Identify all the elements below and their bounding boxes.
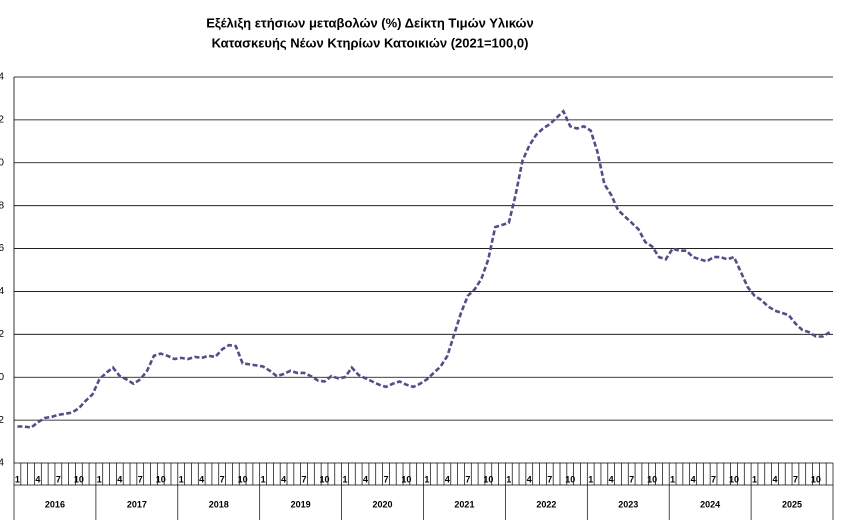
x-tick-label: 7 bbox=[547, 474, 552, 484]
year-label: 2021 bbox=[454, 499, 474, 509]
x-tick-label: 1 bbox=[97, 474, 102, 484]
x-tick-label: 7 bbox=[220, 474, 225, 484]
x-tick-label: 4 bbox=[117, 474, 122, 484]
x-tick-label: 4 bbox=[527, 474, 532, 484]
x-tick-label: 1 bbox=[261, 474, 266, 484]
x-tick-label: 7 bbox=[793, 474, 798, 484]
year-label: 2016 bbox=[45, 499, 65, 509]
year-label: 2024 bbox=[700, 499, 720, 509]
x-tick-label: 4 bbox=[35, 474, 40, 484]
y-tick-label: 2 bbox=[0, 329, 4, 340]
x-tick-label: 7 bbox=[383, 474, 388, 484]
y-tick-label: 6 bbox=[0, 243, 4, 254]
year-label: 2022 bbox=[536, 499, 556, 509]
x-tick-label: 7 bbox=[629, 474, 634, 484]
x-tick-label: 4 bbox=[772, 474, 777, 484]
x-tick-label: 1 bbox=[670, 474, 675, 484]
year-label: 2023 bbox=[618, 499, 638, 509]
y-tick-label: -4 bbox=[0, 458, 4, 469]
x-tick-label: 7 bbox=[711, 474, 716, 484]
x-tick-label: 4 bbox=[199, 474, 204, 484]
year-label: 2019 bbox=[291, 499, 311, 509]
chart-title: Κατασκευής Νέων Κτηρίων Κατοικιών (2021=… bbox=[212, 35, 529, 50]
x-tick-label: 10 bbox=[483, 474, 493, 484]
x-tick-label: 4 bbox=[281, 474, 286, 484]
x-tick-label: 7 bbox=[138, 474, 143, 484]
year-label: 2025 bbox=[782, 499, 802, 509]
y-tick-label: -2 bbox=[0, 415, 4, 426]
x-tick-label: 1 bbox=[15, 474, 20, 484]
x-tick-label: 1 bbox=[506, 474, 511, 484]
year-label: 2017 bbox=[127, 499, 147, 509]
x-tick-label: 4 bbox=[363, 474, 368, 484]
y-tick-label: 8 bbox=[0, 200, 4, 211]
x-tick-label: 10 bbox=[238, 474, 248, 484]
x-tick-label: 10 bbox=[565, 474, 575, 484]
line bbox=[17, 109, 831, 429]
x-tick-label: 1 bbox=[588, 474, 593, 484]
y-tick-label: 10 bbox=[0, 157, 4, 168]
x-tick-label: 10 bbox=[74, 474, 84, 484]
x-tick-label: 1 bbox=[752, 474, 757, 484]
year-label: 2020 bbox=[373, 499, 393, 509]
x-tick-label: 10 bbox=[647, 474, 657, 484]
x-tick-label: 10 bbox=[401, 474, 411, 484]
x-tick-label: 10 bbox=[320, 474, 330, 484]
x-tick-label: 10 bbox=[156, 474, 166, 484]
x-tick-label: 7 bbox=[302, 474, 307, 484]
year-label: 2018 bbox=[209, 499, 229, 509]
y-tick-label: 4 bbox=[0, 286, 4, 297]
x-tick-label: 1 bbox=[424, 474, 429, 484]
x-tick-label: 7 bbox=[465, 474, 470, 484]
x-tick-label: 1 bbox=[179, 474, 184, 484]
x-tick-label: 1 bbox=[343, 474, 348, 484]
y-tick-label: 12 bbox=[0, 115, 4, 126]
x-tick-label: 10 bbox=[811, 474, 821, 484]
y-tick-label: 0 bbox=[0, 372, 4, 383]
x-tick-label: 4 bbox=[609, 474, 614, 484]
x-tick-label: 4 bbox=[445, 474, 450, 484]
y-tick-label: 14 bbox=[0, 72, 4, 83]
x-tick-label: 4 bbox=[691, 474, 696, 484]
x-tick-label: 7 bbox=[56, 474, 61, 484]
x-tick-label: 10 bbox=[729, 474, 739, 484]
chart-title: Εξέλιξη ετήσιων μεταβολών (%) Δείκτη Τιμ… bbox=[206, 15, 534, 30]
